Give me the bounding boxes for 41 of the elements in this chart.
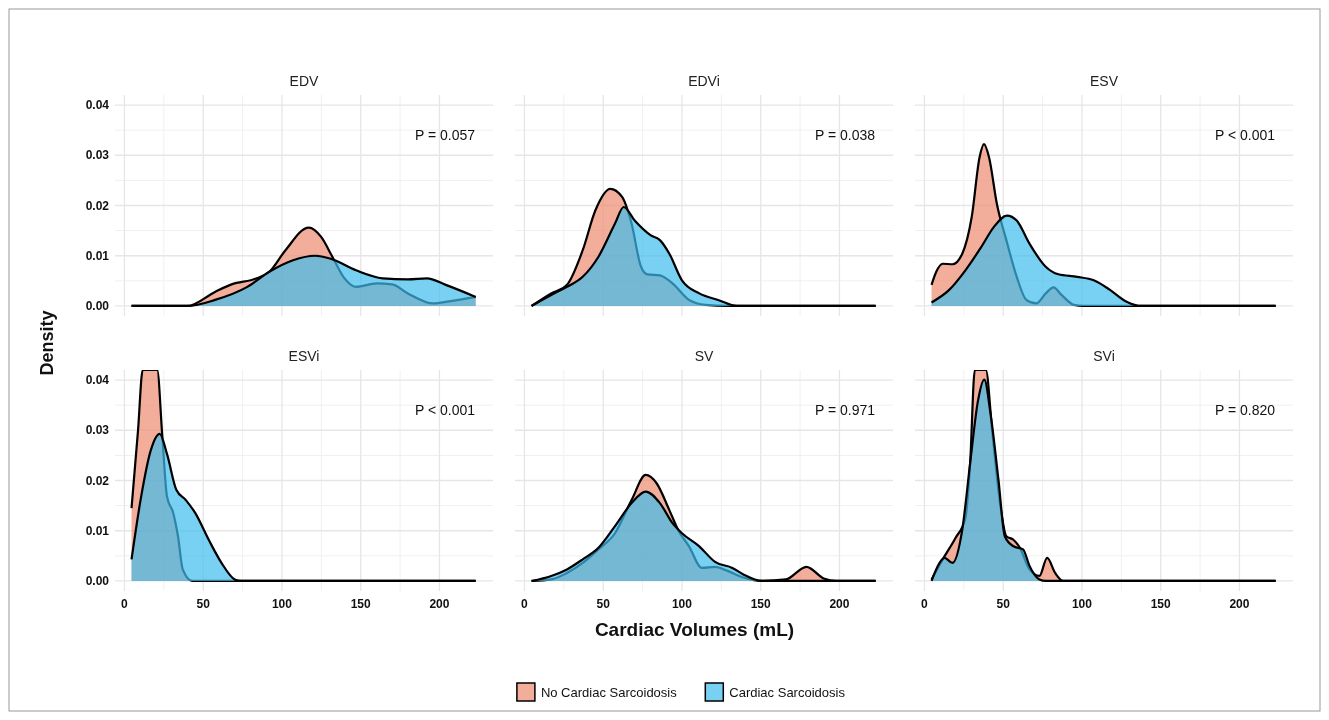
y-tick-label: 0.01 <box>85 248 110 263</box>
annotation: P = 0.057 <box>414 127 476 143</box>
x-tick-label: 50 <box>196 597 211 611</box>
x-tick-label: 150 <box>350 597 372 611</box>
annotation: P = 0.971 <box>814 402 876 418</box>
annotation: P = 0.820 <box>1214 402 1276 418</box>
chart-title: ESVi <box>288 348 320 364</box>
chart-title: EDVi <box>688 73 720 89</box>
y-tick-label: 0.03 <box>85 148 110 163</box>
annotation: P < 0.001 <box>414 402 476 418</box>
x-tick-label: 0 <box>921 597 929 611</box>
x-tick-label: 200 <box>1229 597 1250 611</box>
x-tick-label: 200 <box>829 597 850 611</box>
chart-title: ESV <box>1089 73 1119 89</box>
legend-label: No Cardiac Sarcoidosis <box>540 685 678 700</box>
x-tick-label: 50 <box>596 597 611 611</box>
annotation: P = 0.038 <box>814 127 876 143</box>
x-tick-label: 0 <box>121 597 129 611</box>
legend-label: Cardiac Sarcoidosis <box>729 685 846 700</box>
y-axis-title: Density <box>37 310 57 376</box>
y-tick-label: 0.03 <box>85 423 110 438</box>
chart-title: SV <box>694 348 714 364</box>
x-tick-label: 50 <box>996 597 1011 611</box>
chart-title: SVi <box>1093 348 1115 364</box>
chart-title: EDV <box>289 73 320 89</box>
y-tick-label: 0.01 <box>85 523 110 538</box>
x-tick-label: 150 <box>750 597 772 611</box>
x-tick-label: 100 <box>271 597 293 611</box>
x-tick-label: 0 <box>521 597 529 611</box>
y-tick-label: 0.04 <box>85 373 110 388</box>
y-tick-label: 0.00 <box>85 298 110 313</box>
y-tick-label: 0.00 <box>85 573 110 588</box>
y-tick-label: 0.02 <box>85 473 110 488</box>
x-tick-label: 100 <box>671 597 693 611</box>
x-tick-label: 150 <box>1150 597 1172 611</box>
x-axis-title: Cardiac Volumes (mL) <box>594 619 795 640</box>
x-tick-label: 200 <box>429 597 450 611</box>
annotation: P < 0.001 <box>1214 127 1276 143</box>
y-tick-label: 0.02 <box>85 198 110 213</box>
x-tick-label: 100 <box>1071 597 1093 611</box>
y-tick-label: 0.04 <box>85 98 110 113</box>
